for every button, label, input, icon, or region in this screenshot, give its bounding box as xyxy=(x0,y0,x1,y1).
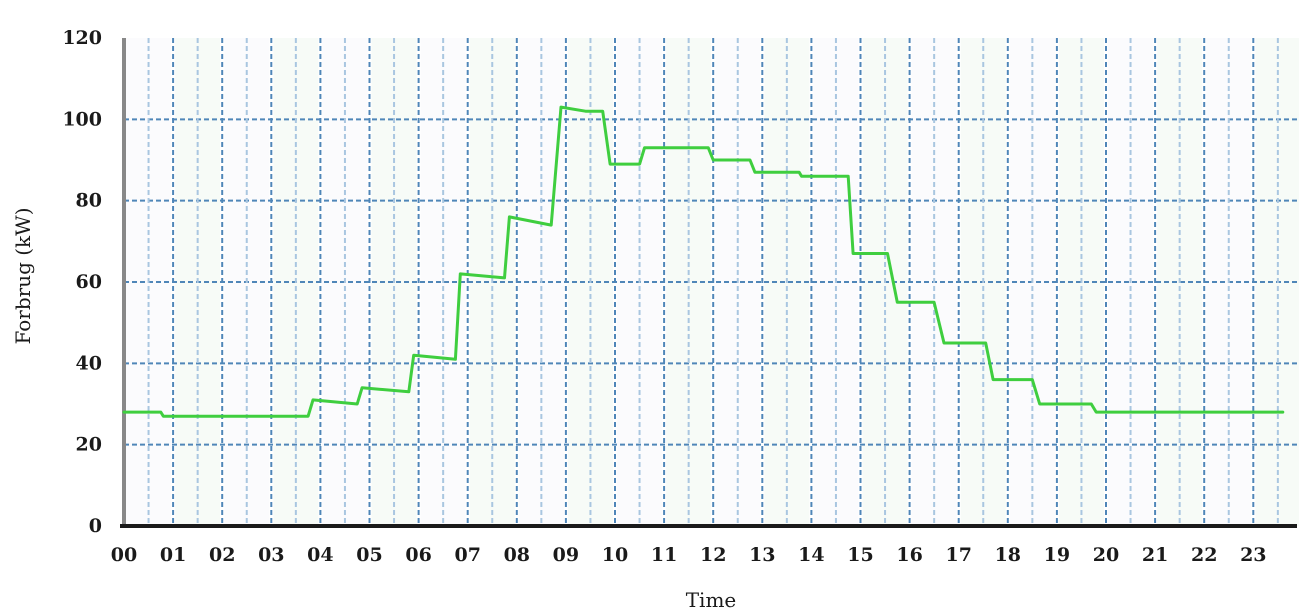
x-tick-label: 16 xyxy=(896,544,922,566)
y-tick-label: 0 xyxy=(89,515,102,537)
x-tick-label: 03 xyxy=(258,544,284,566)
x-tick-label: 17 xyxy=(945,544,971,566)
x-tick-label: 14 xyxy=(798,544,824,566)
x-tick-label: 04 xyxy=(307,544,333,566)
x-tick-label: 13 xyxy=(749,544,775,566)
y-tick-label: 120 xyxy=(62,27,102,49)
y-tick-label: 40 xyxy=(76,352,102,374)
x-tick-label: 19 xyxy=(1044,544,1070,566)
series-line xyxy=(122,105,1285,418)
tick-labels: 0 20 40 60 80 100 120 00 01 02 03 04 05 06 07 08 09 10 11 1… xyxy=(62,27,1266,566)
x-tick-label: 15 xyxy=(847,544,873,566)
axes xyxy=(120,38,1297,528)
x-tick-label: 12 xyxy=(700,544,726,566)
x-tick-label: 20 xyxy=(1093,544,1119,566)
series-layer xyxy=(122,105,1285,418)
x-tick-label: 10 xyxy=(602,544,628,566)
x-tick-label: 18 xyxy=(995,544,1021,566)
y-tick-label: 80 xyxy=(76,190,102,212)
x-tick-label: 05 xyxy=(356,544,382,566)
x-tick-label: 07 xyxy=(454,544,480,566)
y-tick-label: 100 xyxy=(62,108,102,130)
y-tick-label: 20 xyxy=(76,434,102,456)
x-tick-label: 09 xyxy=(553,544,579,566)
x-tick-label: 23 xyxy=(1240,544,1266,566)
x-tick-label: 02 xyxy=(209,544,235,566)
x-tick-label: 11 xyxy=(651,544,677,566)
grid xyxy=(124,38,1299,526)
x-tick-label: 22 xyxy=(1191,544,1217,566)
x-tick-label: 01 xyxy=(160,544,186,566)
x-tick-label: 08 xyxy=(504,544,530,566)
y-tick-label: 60 xyxy=(76,271,102,293)
x-tick-label: 00 xyxy=(111,544,137,566)
x-axis-label: Time xyxy=(686,588,737,612)
x-tick-label: 21 xyxy=(1142,544,1168,566)
x-tick-label: 06 xyxy=(405,544,431,566)
y-axis-label: Forbrug (kW) xyxy=(11,207,35,344)
